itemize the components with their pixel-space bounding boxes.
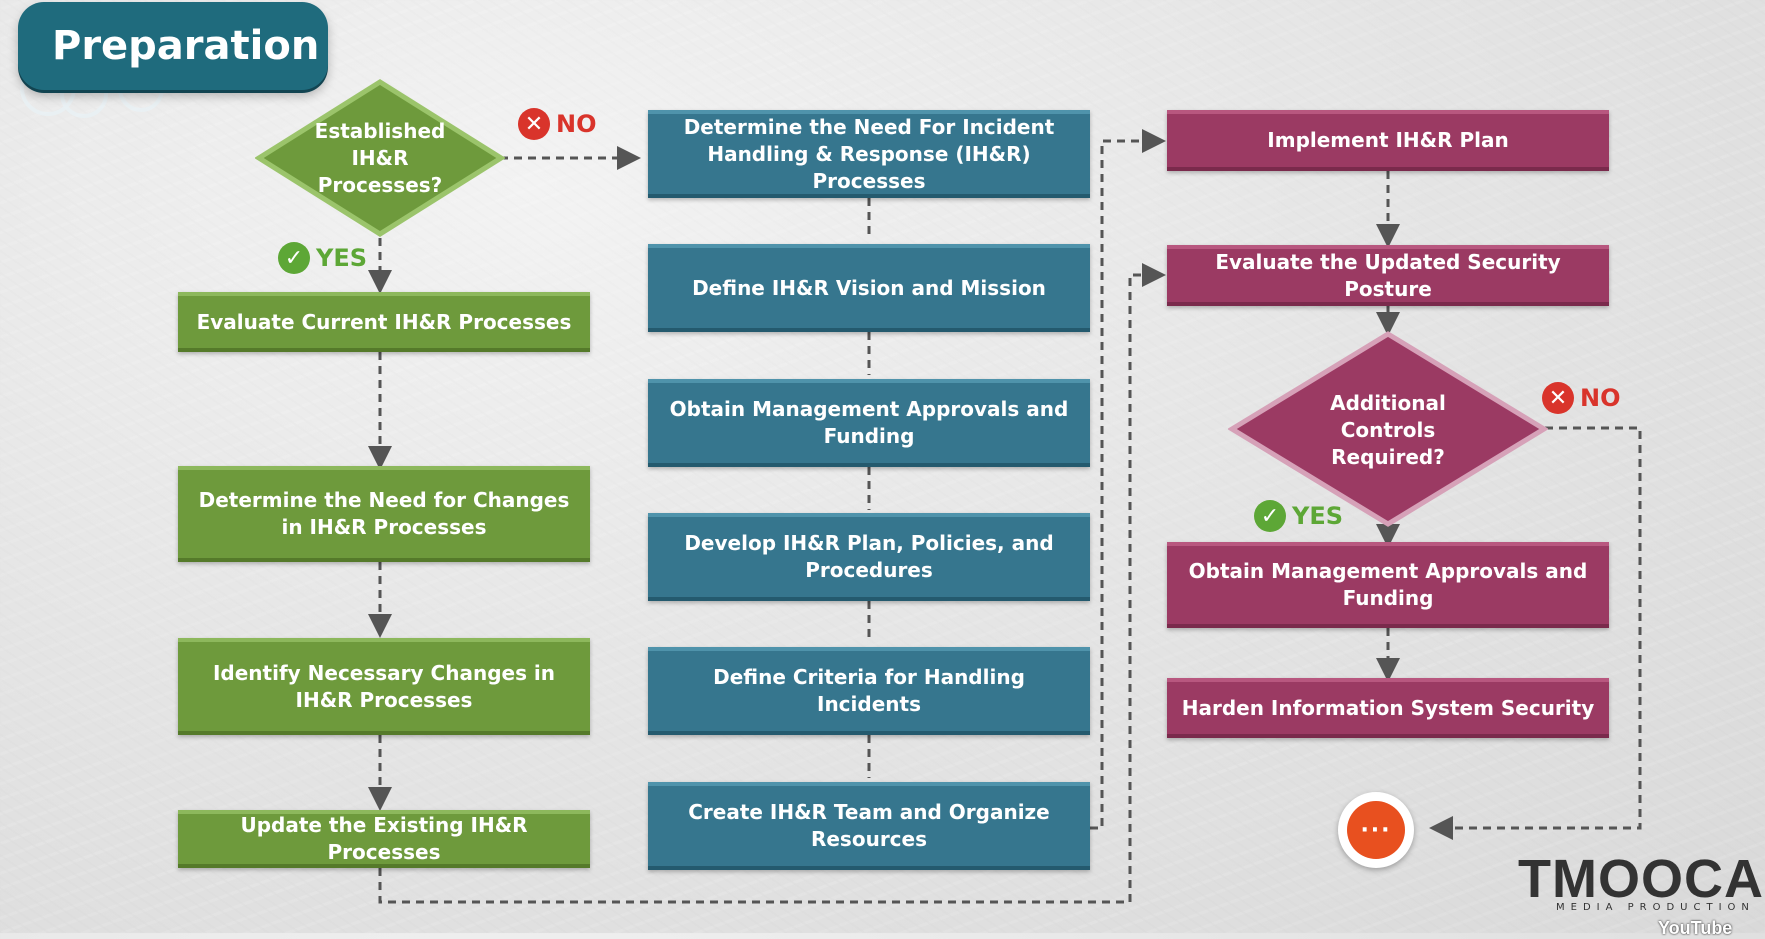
check-icon: ✓ — [278, 242, 310, 274]
decision-additional-controls: Additional Controls Required? — [1228, 330, 1548, 528]
no-text: NO — [556, 110, 597, 138]
youtube-watermark: YouTube — [1658, 918, 1733, 938]
step-determine-need: Determine the Need For Incident Handling… — [648, 110, 1090, 198]
step-define-criteria: Define Criteria for Handling Incidents — [648, 647, 1090, 735]
step-develop-plan: Develop IH&R Plan, Policies, and Procedu… — [648, 513, 1090, 601]
step-evaluate-current: Evaluate Current IH&R Processes — [178, 292, 590, 352]
step-evaluate-posture: Evaluate the Updated Security Posture — [1167, 245, 1609, 306]
decision-text: Established IH&R Processes? — [314, 118, 446, 197]
yes-label-1: ✓ YES — [278, 242, 367, 274]
more-icon: ··· — [1347, 801, 1405, 859]
yes-text: YES — [1292, 502, 1344, 530]
logo: TMOOCA MEDIA PRODUCTION YouTube — [1518, 848, 1765, 938]
step-obtain-approvals: Obtain Management Approvals and Funding — [1167, 542, 1609, 628]
diamond-shape — [255, 79, 505, 237]
close-icon: ✕ — [1542, 382, 1574, 414]
yes-text: YES — [316, 244, 368, 272]
step-update-existing: Update the Existing IH&R Processes — [178, 810, 590, 868]
step-create-team: Create IH&R Team and Organize Resources — [648, 782, 1090, 870]
step-implement-plan: Implement IH&R Plan — [1167, 110, 1609, 171]
check-icon: ✓ — [1254, 500, 1286, 532]
step-harden-security: Harden Information System Security — [1167, 678, 1609, 738]
no-text: NO — [1580, 384, 1621, 412]
no-label-2: ✕ NO — [1542, 382, 1621, 414]
page-title: Preparation — [18, 2, 328, 90]
yes-label-2: ✓ YES — [1254, 500, 1343, 532]
decision-text: Additional Controls Required? — [1330, 390, 1446, 469]
logo-tagline: MEDIA PRODUCTION — [1556, 902, 1755, 913]
step-determine-changes: Determine the Need for Changes in IH&R P… — [178, 466, 590, 562]
more-button[interactable]: ··· — [1338, 792, 1414, 868]
diamond-shape — [1228, 331, 1548, 527]
decision-established-processes: Established IH&R Processes? — [255, 78, 505, 238]
step-identify-changes: Identify Necessary Changes in IH&R Proce… — [178, 638, 590, 735]
step-approvals-funding: Obtain Management Approvals and Funding — [648, 379, 1090, 467]
no-label-1: ✕ NO — [518, 108, 597, 140]
logo-brand: TMOOCA — [1518, 849, 1764, 909]
close-icon: ✕ — [518, 108, 550, 140]
step-vision-mission: Define IH&R Vision and Mission — [648, 244, 1090, 332]
